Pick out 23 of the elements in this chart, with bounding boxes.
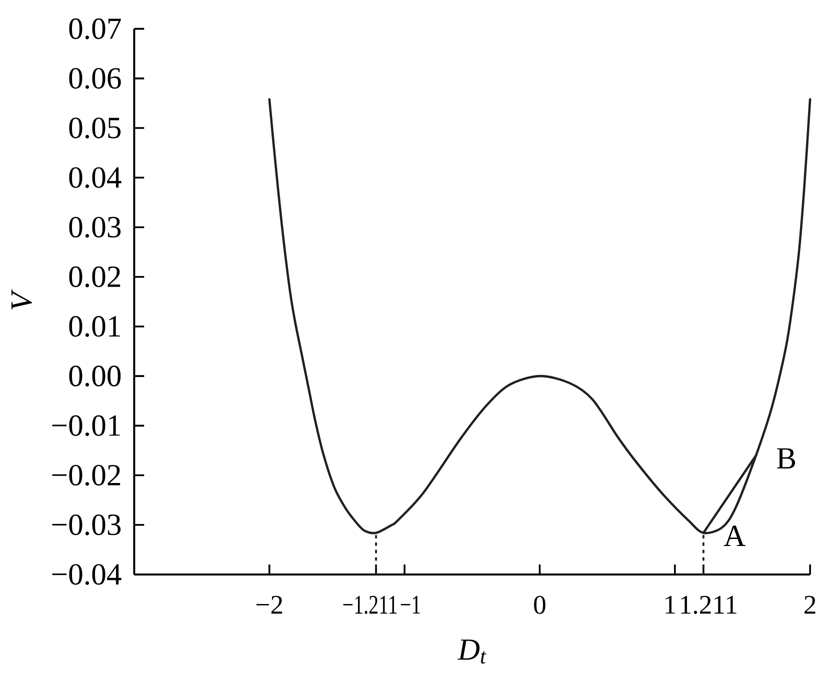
y-tick-label: 0.02 (69, 266, 120, 288)
y-tick-label: −0.02 (52, 464, 120, 486)
y-tick-label: 0.06 (69, 68, 121, 89)
x-tick-label: 2 (804, 596, 816, 614)
x-tick-label: −1.211 (343, 596, 397, 614)
y-tick-label: −0.04 (52, 564, 122, 586)
y-tick-label: −0.01 (52, 415, 120, 436)
x-tick-label: 1 (666, 596, 676, 614)
x-tick-label: −1 (400, 596, 420, 614)
x-axis-title: D$_{t}$ (457, 640, 486, 664)
annotation: A (724, 526, 746, 546)
annotation: B (776, 448, 796, 469)
x-tick-label: −2 (256, 596, 282, 614)
y-tick-label: −0.03 (52, 514, 121, 536)
y-tick-label: 0.03 (69, 216, 121, 238)
y-tick-label: 0.07 (69, 18, 121, 40)
y-tick-label: 0.00 (69, 366, 121, 387)
y-axis-title: V (11, 289, 32, 310)
y-tick-label: 0.05 (69, 118, 121, 139)
y-tick-label: 0.04 (69, 167, 122, 188)
x-tick-label: 1.211 (681, 596, 736, 614)
x-tick-label: 0 (534, 596, 546, 614)
y-tick-label: 0.01 (69, 316, 120, 337)
